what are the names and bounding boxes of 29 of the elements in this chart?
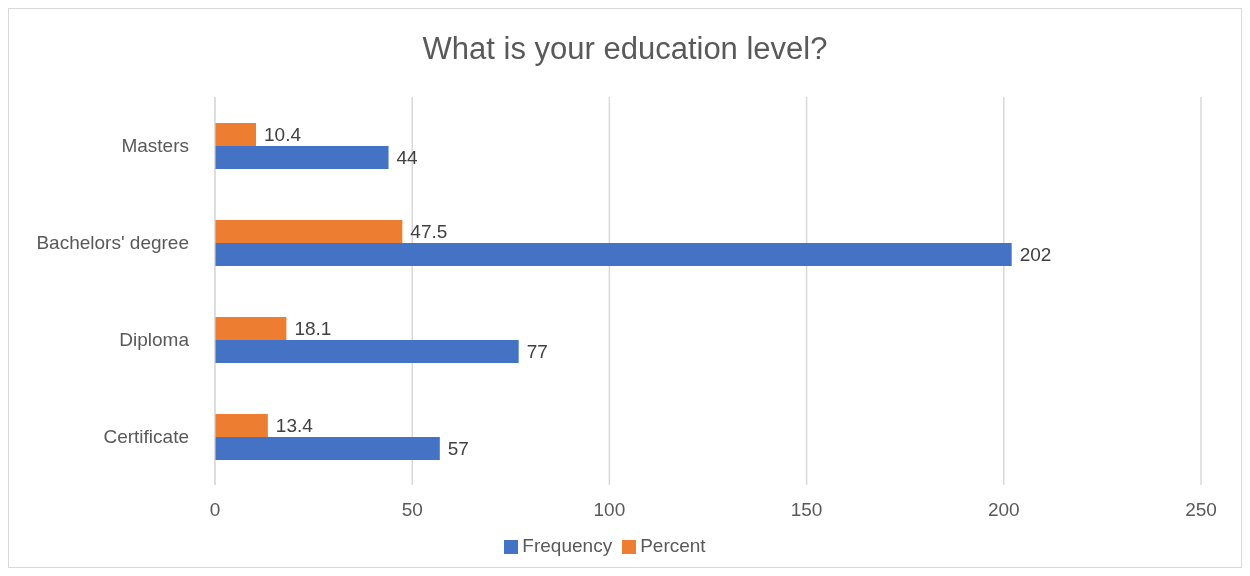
y-tick-label: Masters bbox=[121, 135, 189, 157]
x-tick-label: 200 bbox=[987, 499, 1020, 521]
x-tick-label: 50 bbox=[401, 499, 423, 521]
y-tick-label: Certificate bbox=[103, 426, 189, 448]
bar bbox=[215, 437, 440, 460]
y-tick-label: Diploma bbox=[119, 329, 190, 351]
legend-label: Frequency bbox=[522, 535, 613, 556]
data-label: 202 bbox=[1019, 244, 1052, 266]
legend-label: Percent bbox=[640, 535, 706, 556]
bar bbox=[215, 243, 1012, 266]
bar bbox=[215, 414, 268, 437]
data-label: 57 bbox=[447, 438, 469, 460]
x-tick-label: 100 bbox=[593, 499, 626, 521]
y-tick-label: Bachelors' degree bbox=[36, 232, 189, 254]
data-label: 77 bbox=[526, 341, 548, 363]
data-label: 47.5 bbox=[410, 221, 448, 243]
data-label: 18.1 bbox=[294, 318, 332, 340]
bar bbox=[215, 123, 257, 146]
x-tick-label: 250 bbox=[1185, 499, 1217, 521]
chart-title: What is your education level? bbox=[421, 30, 829, 68]
x-tick-label: 0 bbox=[209, 499, 221, 521]
bar bbox=[215, 146, 389, 169]
bar bbox=[215, 220, 403, 243]
data-label: 44 bbox=[396, 147, 419, 169]
bar bbox=[215, 340, 519, 363]
data-label: 13.4 bbox=[275, 415, 314, 437]
x-tick-label: 150 bbox=[790, 499, 823, 521]
bar bbox=[215, 317, 287, 340]
data-label: 10.4 bbox=[264, 124, 302, 146]
